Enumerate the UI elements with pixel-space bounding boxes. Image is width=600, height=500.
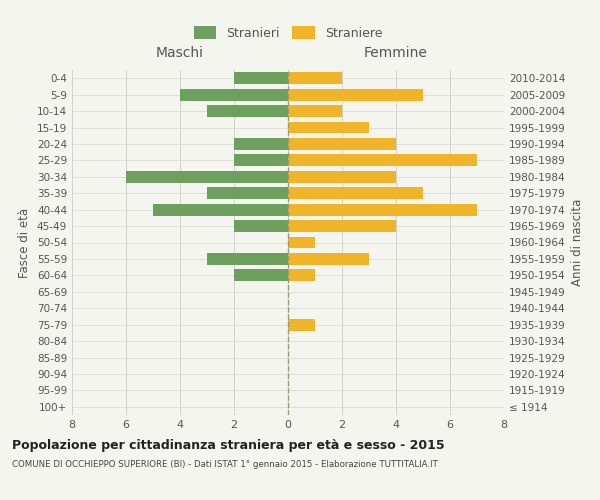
- Text: Popolazione per cittadinanza straniera per età e sesso - 2015: Popolazione per cittadinanza straniera p…: [12, 440, 445, 452]
- Bar: [207, 105, 288, 117]
- Bar: [288, 138, 396, 150]
- Bar: [153, 204, 288, 216]
- Text: Femmine: Femmine: [364, 46, 428, 60]
- Bar: [288, 236, 315, 248]
- Legend: Stranieri, Straniere: Stranieri, Straniere: [189, 21, 387, 44]
- Bar: [126, 171, 288, 182]
- Bar: [288, 318, 315, 330]
- Bar: [288, 171, 396, 182]
- Bar: [234, 154, 288, 166]
- Bar: [207, 188, 288, 199]
- Bar: [234, 270, 288, 281]
- Bar: [234, 138, 288, 150]
- Bar: [288, 188, 423, 199]
- Bar: [288, 88, 423, 101]
- Bar: [288, 204, 477, 216]
- Bar: [180, 88, 288, 101]
- Text: Maschi: Maschi: [156, 46, 204, 60]
- Bar: [288, 220, 396, 232]
- Bar: [288, 270, 315, 281]
- Text: COMUNE DI OCCHIEPPO SUPERIORE (BI) - Dati ISTAT 1° gennaio 2015 - Elaborazione T: COMUNE DI OCCHIEPPO SUPERIORE (BI) - Dat…: [12, 460, 438, 469]
- Bar: [288, 105, 342, 117]
- Bar: [207, 253, 288, 265]
- Bar: [288, 122, 369, 134]
- Y-axis label: Anni di nascita: Anni di nascita: [571, 199, 584, 286]
- Bar: [288, 253, 369, 265]
- Bar: [288, 72, 342, 84]
- Bar: [234, 220, 288, 232]
- Y-axis label: Fasce di età: Fasce di età: [19, 208, 31, 278]
- Bar: [288, 154, 477, 166]
- Bar: [234, 72, 288, 84]
